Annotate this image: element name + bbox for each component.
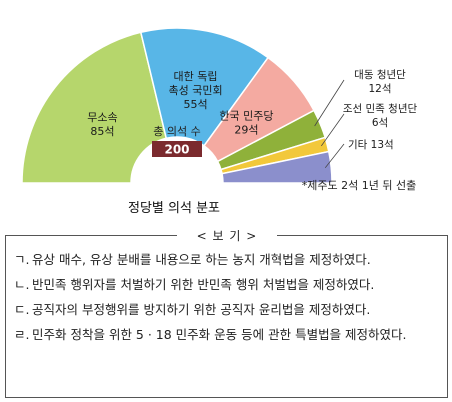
slice-name-label: 무소속 [87,111,117,124]
item-mark: ㄴ. [14,277,30,292]
heading-rule-right [277,235,447,236]
chart-title: 정당별 의석 분포 [128,201,220,216]
item-text: 공직자의 부정행위를 방지하기 위한 공직자 윤리법을 제정하였다. [32,302,371,317]
item-mark: ㄱ. [14,252,30,267]
slice-value-label: 85석 [90,125,114,138]
slice-value-label: 55석 [183,98,207,111]
box-heading: < 보 기 > [0,227,452,243]
item-text: 민주화 정착을 위한 5 · 18 민주화 운동 등에 관한 특별법을 제정하였… [32,327,407,342]
list-item: ㄹ. 민주화 정착을 위한 5 · 18 민주화 운동 등에 관한 특별법을 제… [14,324,439,345]
pie-slice [139,27,270,147]
total-value: 200 [164,143,189,157]
slice-name-label: 한국 민주당 [219,110,273,123]
slice-name-label: 대한 독립 [174,70,218,83]
slice-side-label: 조선 민족 청년단 [343,103,418,115]
heading-rule-left [5,235,177,236]
slice-side-label: 6석 [372,117,388,129]
chart-footnote: *제주도 2석 1년 뒤 선출 [302,179,416,192]
slice-side-label: 12석 [368,83,391,95]
pie-slice [221,150,333,184]
item-mark: ㄹ. [14,327,30,342]
item-mark: ㄷ. [14,302,30,317]
box-heading-label: < 보 기 > [196,229,258,243]
leader-line [314,79,345,127]
total-caption: 총 의석 수 [153,125,200,138]
list-item: ㄷ. 공직자의 부정행위를 방지하기 위한 공직자 윤리법을 제정하였다. [14,299,439,320]
list-item: ㄱ. 유상 매수, 유상 분배를 내용으로 하는 농지 개혁법을 제정하였다. [14,249,439,270]
leader-line [320,113,345,147]
chart-slices [21,27,333,184]
leader-line [324,143,345,169]
slice-value-label: 29석 [234,124,258,137]
slice-side-label: 대동 청년단 [354,69,406,81]
item-text: 유상 매수, 유상 분배를 내용으로 하는 농지 개혁법을 제정하였다. [32,252,371,267]
item-text: 반민족 행위자를 처벌하기 위한 반민족 행위 처벌법을 제정하였다. [32,277,375,292]
pie-slice [21,31,168,184]
list-item: ㄴ. 반민족 행위자를 처벌하기 위한 반민족 행위 처벌법을 제정하였다. [14,274,439,295]
example-list: ㄱ. 유상 매수, 유상 분배를 내용으로 하는 농지 개혁법을 제정하였다. … [6,235,447,345]
total-value-box [152,141,202,157]
slice-side-label: 기타 13석 [348,139,394,151]
slice-name-label: 촉성 국민회 [168,84,222,97]
example-box: ㄱ. 유상 매수, 유상 분배를 내용으로 하는 농지 개혁법을 제정하였다. … [5,235,448,398]
